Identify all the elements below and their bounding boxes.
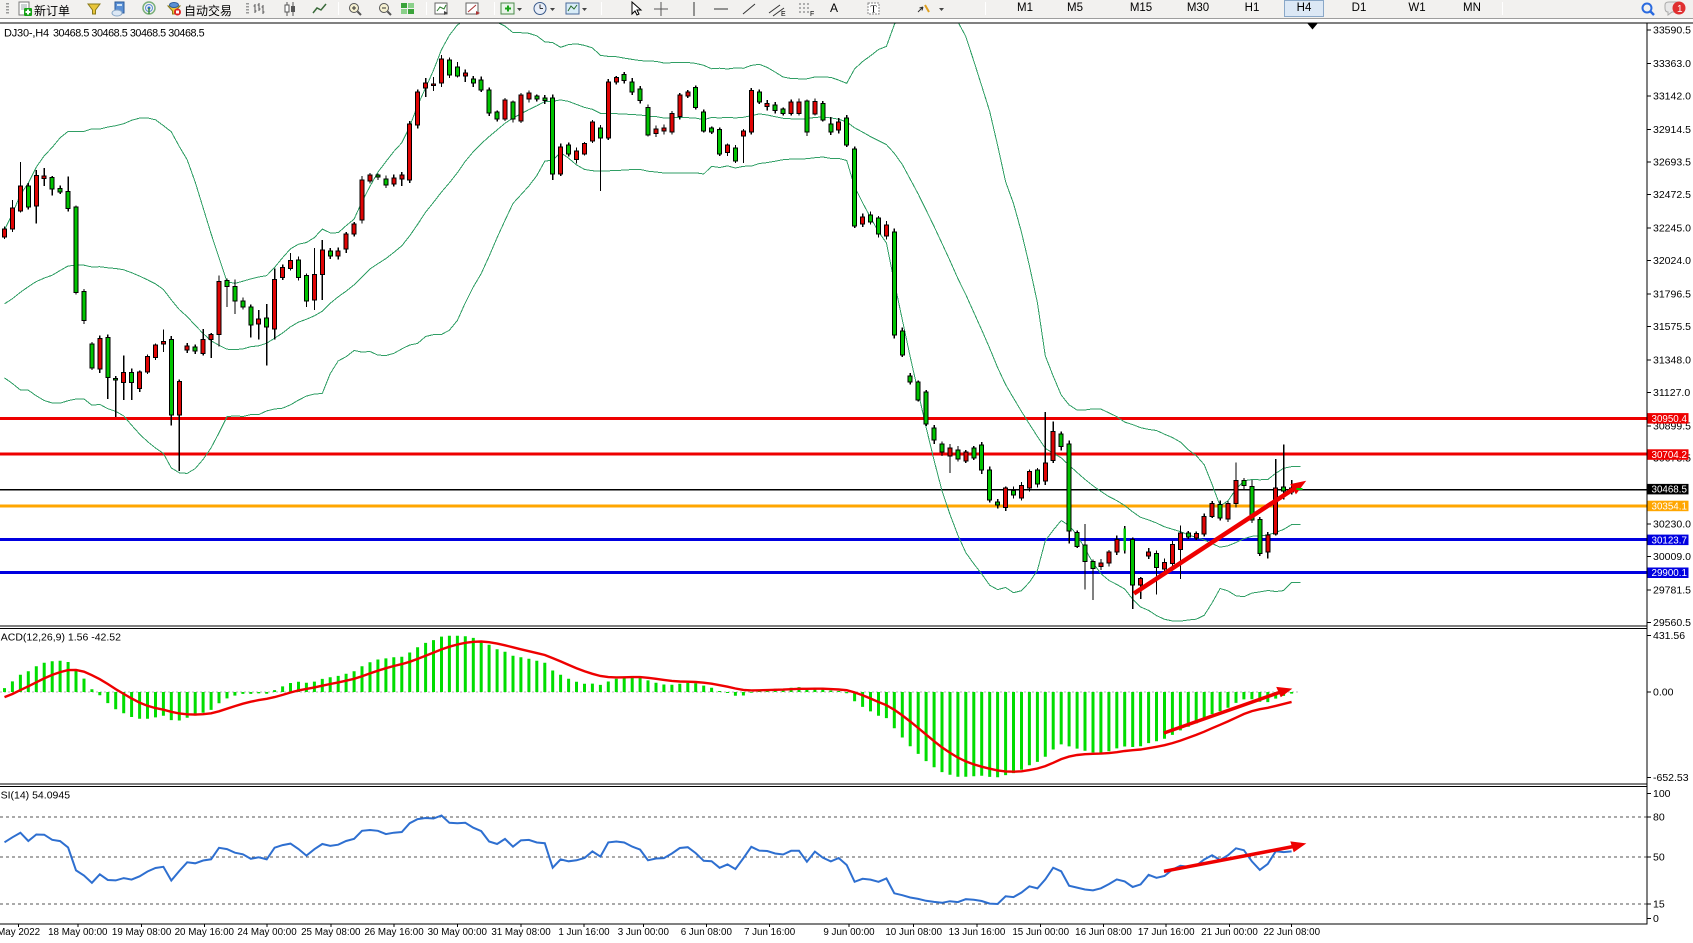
svg-text:RSI(14) 54.0945: RSI(14) 54.0945	[0, 790, 70, 802]
svg-text:18 May 00:00: 18 May 00:00	[48, 927, 108, 938]
svg-text:7 Jun 16:00: 7 Jun 16:00	[744, 927, 796, 938]
svg-text:29560.5: 29560.5	[1653, 617, 1691, 629]
svg-text:0.00: 0.00	[1653, 686, 1674, 698]
svg-text:24 May 00:00: 24 May 00:00	[237, 927, 297, 938]
svg-text:33363.0: 33363.0	[1653, 58, 1691, 70]
svg-text:30123.7: 30123.7	[1652, 535, 1687, 546]
svg-text:431.56: 431.56	[1653, 630, 1685, 642]
svg-text:3 Jun 00:00: 3 Jun 00:00	[618, 927, 670, 938]
svg-text:30950.4: 30950.4	[1652, 414, 1688, 425]
svg-text:25 May 08:00: 25 May 08:00	[301, 927, 361, 938]
svg-text:100: 100	[1653, 788, 1671, 800]
svg-text:16 Jun 08:00: 16 Jun 08:00	[1075, 927, 1132, 938]
svg-text:32472.5: 32472.5	[1653, 189, 1691, 201]
svg-text:1 Jun 16:00: 1 Jun 16:00	[558, 927, 610, 938]
svg-text:30468.5 30468.5 30468.5 30468.: 30468.5 30468.5 30468.5 30468.5	[53, 28, 205, 40]
svg-text:32245.0: 32245.0	[1653, 223, 1691, 235]
svg-text:-652.53: -652.53	[1653, 772, 1689, 784]
svg-text:E: E	[781, 11, 786, 17]
svg-text:30009.0: 30009.0	[1653, 551, 1691, 563]
svg-text:30468.5: 30468.5	[1652, 485, 1688, 496]
svg-text:10 Jun 08:00: 10 Jun 08:00	[885, 927, 942, 938]
svg-text:30 May 00:00: 30 May 00:00	[428, 927, 488, 938]
svg-text:0: 0	[1653, 913, 1659, 925]
svg-text:May 2022: May 2022	[0, 927, 40, 938]
svg-text:32024.0: 32024.0	[1653, 255, 1691, 267]
svg-text:19 May 08:00: 19 May 08:00	[112, 927, 172, 938]
svg-text:T: T	[871, 5, 877, 16]
svg-text:6 Jun 08:00: 6 Jun 08:00	[681, 927, 733, 938]
svg-text:F: F	[810, 11, 814, 17]
svg-text:31348.0: 31348.0	[1653, 354, 1691, 366]
svg-text:32693.5: 32693.5	[1653, 157, 1691, 169]
svg-text:31575.5: 31575.5	[1653, 321, 1691, 333]
svg-text:29781.5: 29781.5	[1653, 585, 1691, 597]
svg-text:33142.0: 33142.0	[1653, 91, 1691, 103]
svg-text:32914.5: 32914.5	[1653, 124, 1691, 136]
svg-text:31 May 08:00: 31 May 08:00	[491, 927, 551, 938]
svg-text:50: 50	[1653, 852, 1665, 864]
svg-text:15 Jun 00:00: 15 Jun 00:00	[1012, 927, 1069, 938]
svg-text:DJ30-,H4: DJ30-,H4	[4, 28, 49, 40]
svg-text:31796.5: 31796.5	[1653, 288, 1691, 300]
svg-text:33590.5: 33590.5	[1653, 25, 1691, 37]
svg-text:17 Jun 16:00: 17 Jun 16:00	[1138, 927, 1195, 938]
svg-text:MACD(12,26,9) 1.56 -42.52: MACD(12,26,9) 1.56 -42.52	[0, 632, 121, 644]
svg-text:15: 15	[1653, 898, 1665, 910]
svg-text:30354.1: 30354.1	[1652, 501, 1687, 512]
svg-text:1: 1	[1677, 4, 1683, 15]
svg-text:22 Jun 08:00: 22 Jun 08:00	[1263, 927, 1320, 938]
svg-text:31127.0: 31127.0	[1653, 387, 1690, 399]
svg-text:26 May 16:00: 26 May 16:00	[364, 927, 424, 938]
svg-text:13 Jun 16:00: 13 Jun 16:00	[949, 927, 1006, 938]
svg-text:80: 80	[1653, 811, 1665, 823]
svg-text:29900.1: 29900.1	[1652, 568, 1687, 579]
svg-text:20 May 16:00: 20 May 16:00	[175, 927, 235, 938]
svg-text:9 Jun 00:00: 9 Jun 00:00	[823, 927, 875, 938]
svg-text:30230.0: 30230.0	[1653, 519, 1691, 531]
svg-text:30704.2: 30704.2	[1652, 450, 1687, 461]
svg-text:21 Jun 00:00: 21 Jun 00:00	[1201, 927, 1258, 938]
